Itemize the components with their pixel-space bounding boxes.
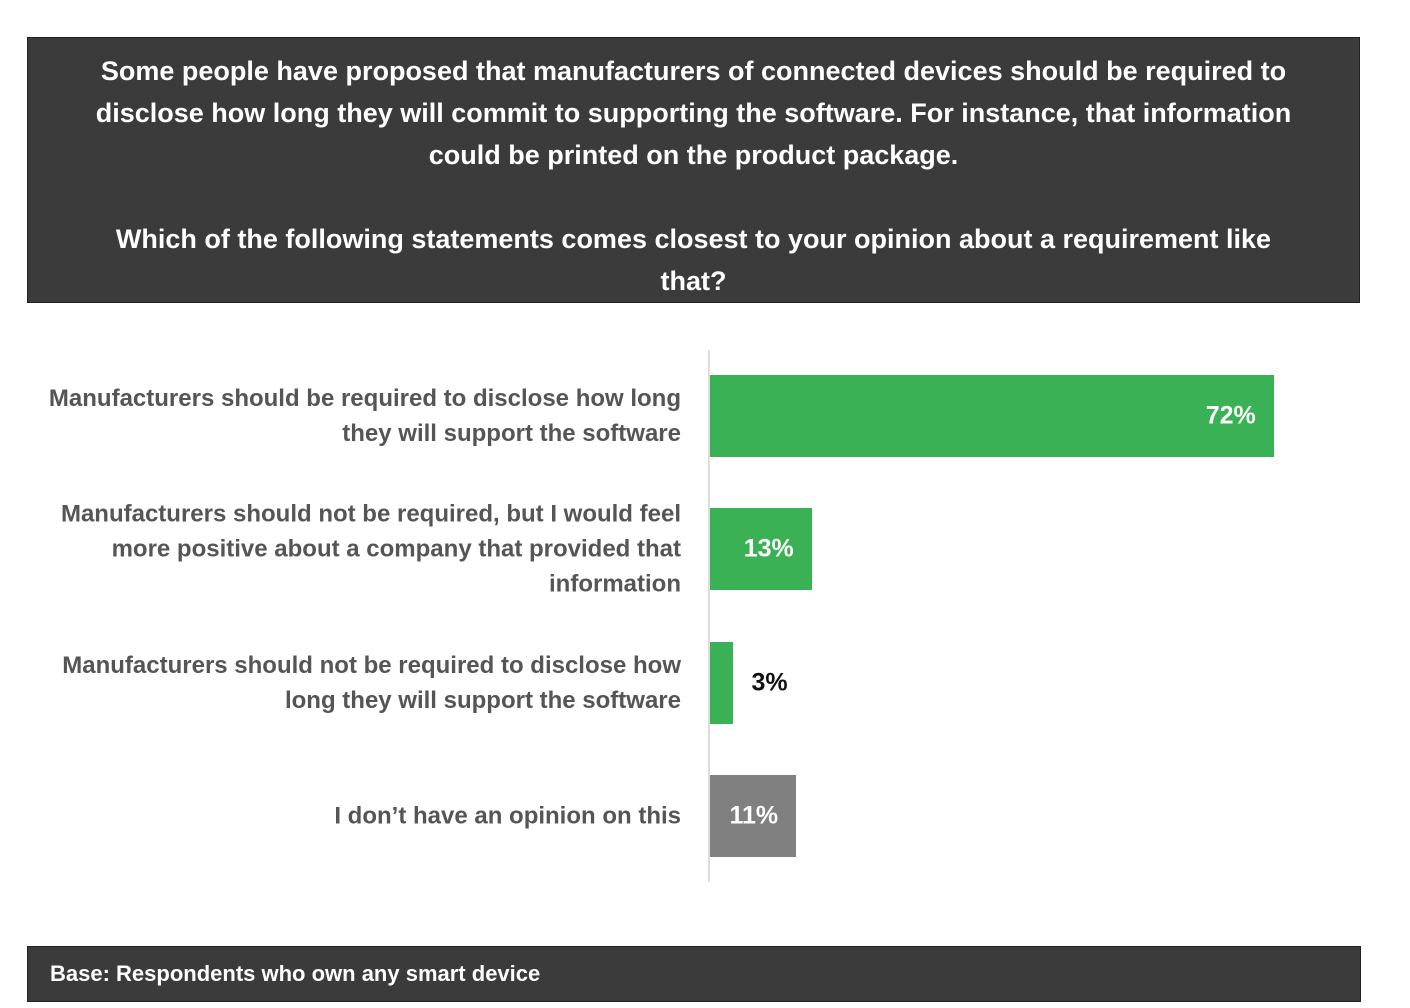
category-label: Manufacturers should not be required, bu… <box>60 500 681 598</box>
category-label: Manufacturers should not be required to … <box>62 651 681 714</box>
data-label: 3% <box>751 668 788 697</box>
data-label: 13% <box>743 534 794 563</box>
chart-title: Some people have proposed that manufactu… <box>95 56 1292 170</box>
bar <box>710 375 1274 457</box>
category-label: Manufacturers should be required to disc… <box>48 385 681 447</box>
bar <box>710 775 797 858</box>
data-label: 72% <box>1205 401 1256 430</box>
category-label: I don’t have an opinion on this <box>334 802 681 830</box>
axis-line <box>708 350 710 882</box>
question-box: Some people have proposed that manufactu… <box>27 37 1360 303</box>
chart-subtitle: Which of the following statements comes … <box>115 224 1272 296</box>
data-label: 11% <box>729 801 779 830</box>
bar <box>710 641 734 724</box>
bar <box>710 508 812 591</box>
footnote: Base: Respondents who own any smart devi… <box>27 946 1361 1002</box>
